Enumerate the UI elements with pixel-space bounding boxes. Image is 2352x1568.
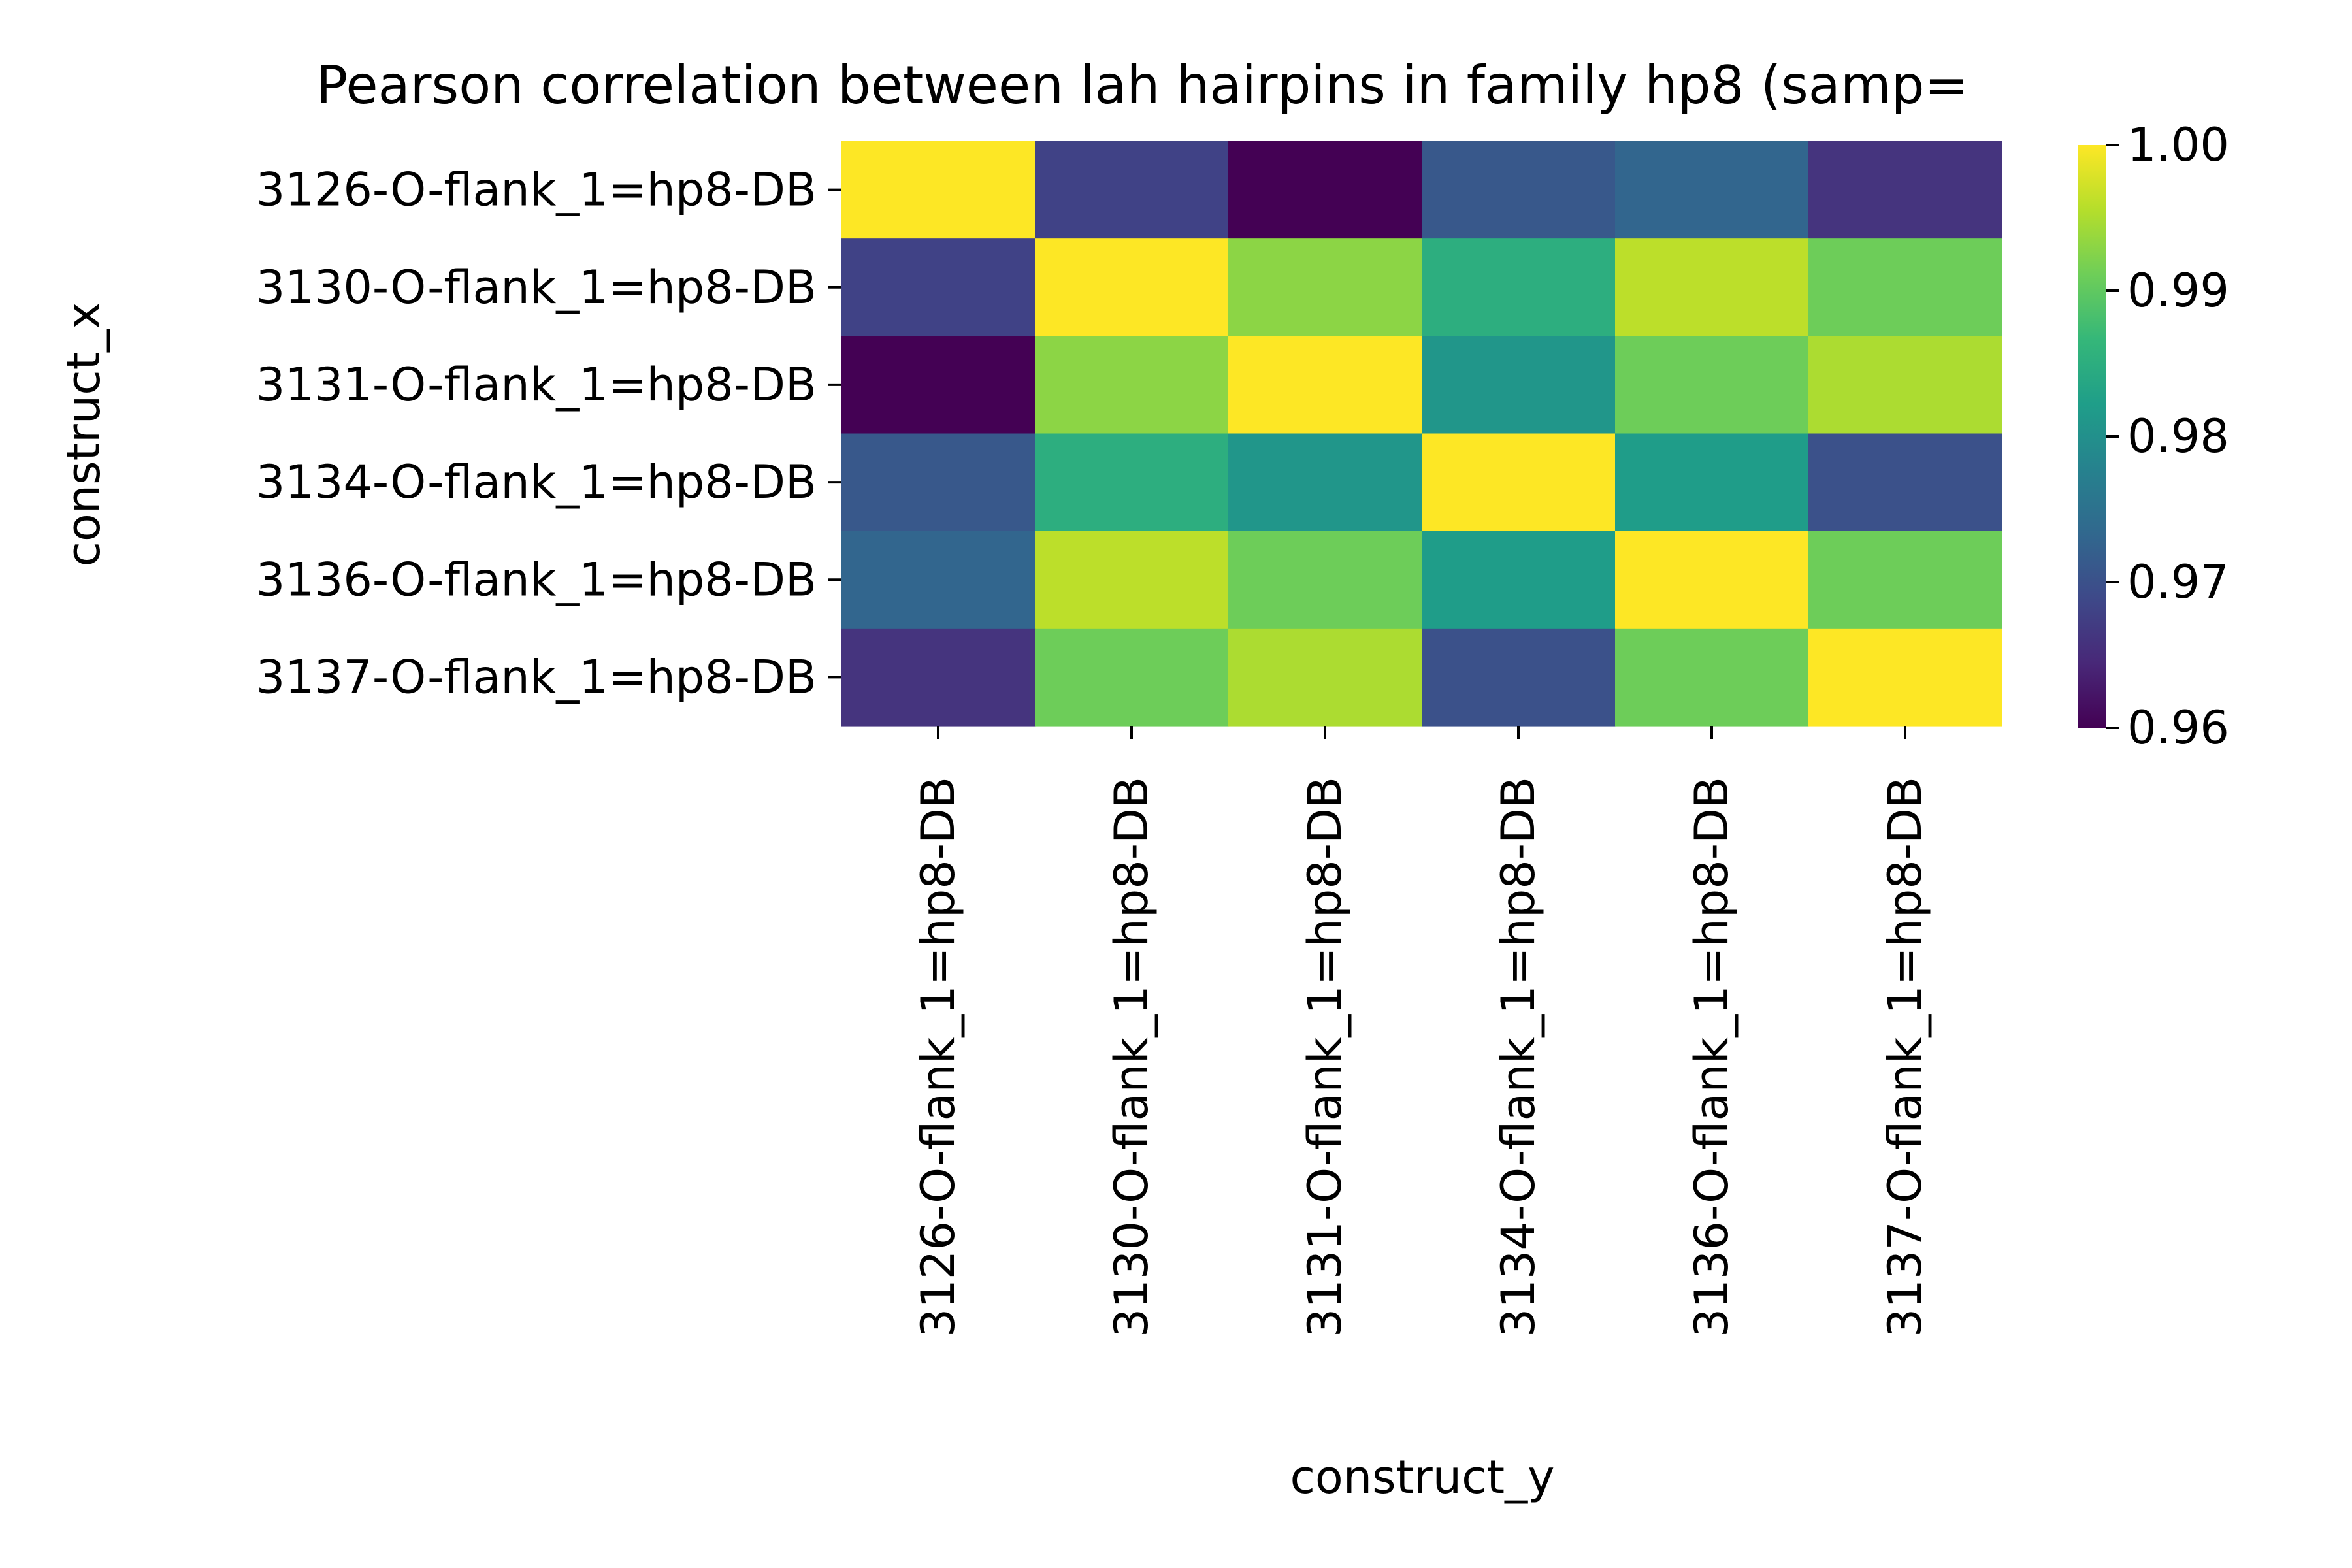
colorbar-tick-label: 0.96 xyxy=(2127,701,2229,755)
y-axis-ticks: 3126-O-flank_1=hp8-DB 3130-O-flank_1=hp8-… xyxy=(256,163,841,704)
heatmap-cell xyxy=(1228,433,1422,532)
x-tick-label: 3126-O-flank_1=hp8-DB xyxy=(911,777,965,1337)
x-tick-label: 3134-O-flank_1=hp8-DB xyxy=(1492,777,1545,1337)
heatmap-cells xyxy=(841,141,2002,727)
heatmap-cell xyxy=(841,238,1036,336)
y-tick-label: 3126-O-flank_1=hp8-DB xyxy=(256,163,817,217)
y-axis-label: construct_x xyxy=(57,302,110,566)
colorbar-tick-label: 0.97 xyxy=(2127,555,2229,609)
heatmap-cell xyxy=(1808,628,2002,727)
heatmap-cell xyxy=(1228,628,1422,727)
heatmap-cell xyxy=(1615,531,1809,629)
colorbar-tick-label: 0.98 xyxy=(2127,410,2229,463)
heatmap-cell xyxy=(1808,336,2002,434)
heatmap-cell xyxy=(841,433,1036,532)
x-tick-label: 3136-O-flank_1=hp8-DB xyxy=(1685,777,1739,1337)
x-tick-label: 3130-O-flank_1=hp8-DB xyxy=(1105,777,1158,1337)
heatmap-cell xyxy=(1422,531,1616,629)
heatmap-cell xyxy=(1615,141,1809,239)
heatmap-cell xyxy=(1422,628,1616,727)
heatmap-cell xyxy=(1035,628,1229,727)
heatmap-cell xyxy=(1422,141,1616,239)
x-tick-label: 3137-O-flank_1=hp8-DB xyxy=(1878,777,1932,1337)
heatmap-cell xyxy=(841,336,1036,434)
heatmap-cell xyxy=(841,531,1036,629)
heatmap-cell xyxy=(1228,141,1422,239)
heatmap-cell xyxy=(841,628,1036,727)
y-tick-label: 3136-O-flank_1=hp8-DB xyxy=(256,553,817,606)
colorbar-tick-label: 0.99 xyxy=(2127,264,2229,318)
colorbar-ticks: 0.96 0.97 0.98 0.99 1.00 xyxy=(2106,118,2229,755)
heatmap-cell xyxy=(1615,628,1809,727)
heatmap-cell xyxy=(1615,336,1809,434)
heatmap-cell xyxy=(1035,433,1229,532)
heatmap-cell xyxy=(1422,433,1616,532)
heatmap-cell xyxy=(1615,238,1809,336)
colorbar-tick-label: 1.00 xyxy=(2127,118,2229,172)
heatmap-cell xyxy=(1228,531,1422,629)
y-tick-label: 3130-O-flank_1=hp8-DB xyxy=(256,261,817,314)
x-tick-label: 3131-O-flank_1=hp8-DB xyxy=(1298,777,1352,1337)
y-tick-label: 3134-O-flank_1=hp8-DB xyxy=(256,455,817,509)
heatmap-cell xyxy=(1228,238,1422,336)
heatmap-cell xyxy=(1035,141,1229,239)
heatmap-cell xyxy=(1035,336,1229,434)
y-tick-label: 3131-O-flank_1=hp8-DB xyxy=(256,358,817,412)
chart-title: Pearson correlation between lah hairpins… xyxy=(316,55,1968,116)
heatmap-cell xyxy=(1615,433,1809,532)
heatmap-cell xyxy=(1808,433,2002,532)
heatmap-cell xyxy=(1808,238,2002,336)
heatmap-cell xyxy=(1808,141,2002,239)
heatmap-cell xyxy=(1228,336,1422,434)
heatmap-cell xyxy=(1035,531,1229,629)
heatmap-cell xyxy=(841,141,1036,239)
y-tick-label: 3137-O-flank_1=hp8-DB xyxy=(256,650,817,704)
heatmap-cell xyxy=(1422,238,1616,336)
heatmap-cell xyxy=(1035,238,1229,336)
heatmap-cell xyxy=(1808,531,2002,629)
colorbar xyxy=(2078,145,2106,728)
x-axis-ticks: 3126-O-flank_1=hp8-DB 3130-O-flank_1=hp8-… xyxy=(911,726,1932,1337)
heatmap-cell xyxy=(1422,336,1616,434)
x-axis-label: construct_y xyxy=(1290,1450,1554,1504)
